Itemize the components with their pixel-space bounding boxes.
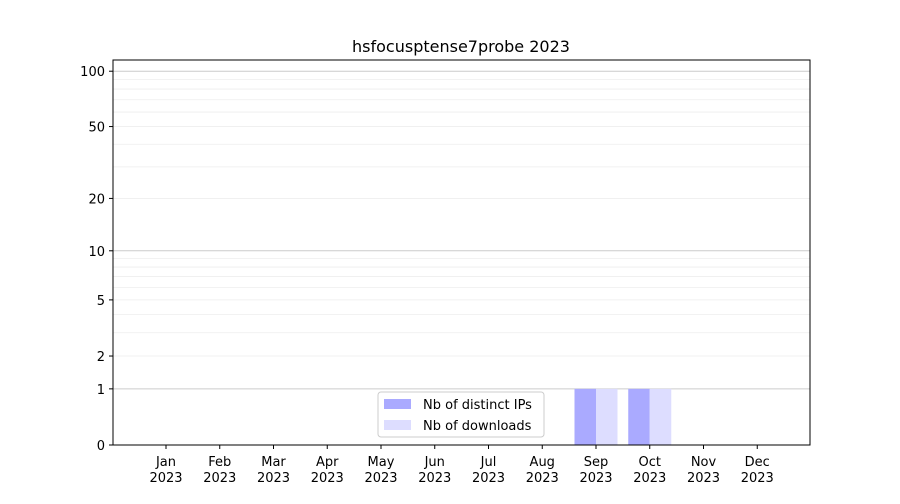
x-tick-label: Sep 2023 bbox=[579, 455, 612, 486]
bar-downloads bbox=[649, 388, 672, 445]
bar-distinct-ips bbox=[574, 388, 596, 445]
bar-distinct-ips bbox=[628, 388, 650, 445]
x-tick-label: Apr 2023 bbox=[311, 455, 344, 486]
x-tick-label: Mar 2023 bbox=[257, 455, 290, 486]
plot-frame bbox=[112, 59, 811, 446]
x-tick-label: Jun 2023 bbox=[418, 455, 451, 486]
legend: Nb of distinct IPs Nb of downloads bbox=[377, 391, 545, 438]
y-tick-label: 100 bbox=[80, 65, 105, 80]
x-tick-label: Aug 2023 bbox=[526, 455, 559, 486]
y-tick-label: 50 bbox=[88, 121, 105, 136]
chart-title: hsfocusptense7probe 2023 bbox=[352, 37, 570, 56]
y-axis: 0 1 2 5 10 20 50 100 bbox=[80, 65, 113, 454]
y-tick-label: 0 bbox=[97, 439, 105, 454]
x-tick-label: May 2023 bbox=[364, 455, 397, 486]
y-tick-label: 5 bbox=[97, 294, 105, 309]
x-axis: Jan 2023 Feb 2023 Mar 2023 Apr 2023 May 2023 Jun 20… bbox=[149, 445, 774, 486]
x-tick-label: Jan 2023 bbox=[149, 455, 182, 486]
y-tick-label: 1 bbox=[97, 383, 105, 398]
bars bbox=[574, 388, 672, 445]
bar-downloads bbox=[596, 388, 618, 445]
y-tick-label: 20 bbox=[88, 192, 105, 207]
x-tick-label: Nov 2023 bbox=[687, 455, 720, 486]
legend-label-distinct-ips: Nb of distinct IPs bbox=[423, 398, 532, 413]
x-tick-label: Oct 2023 bbox=[633, 455, 666, 486]
grid bbox=[113, 70, 810, 390]
y-tick-label: 10 bbox=[88, 245, 105, 260]
legend-label-downloads: Nb of downloads bbox=[423, 419, 532, 434]
x-tick-label: Jul 2023 bbox=[472, 455, 505, 486]
legend-swatch-downloads bbox=[384, 420, 411, 430]
x-tick-label: Dec 2023 bbox=[741, 455, 774, 486]
y-tick-label: 2 bbox=[97, 350, 105, 365]
x-tick-label: Feb 2023 bbox=[203, 455, 236, 486]
legend-swatch-distinct-ips bbox=[384, 399, 411, 409]
